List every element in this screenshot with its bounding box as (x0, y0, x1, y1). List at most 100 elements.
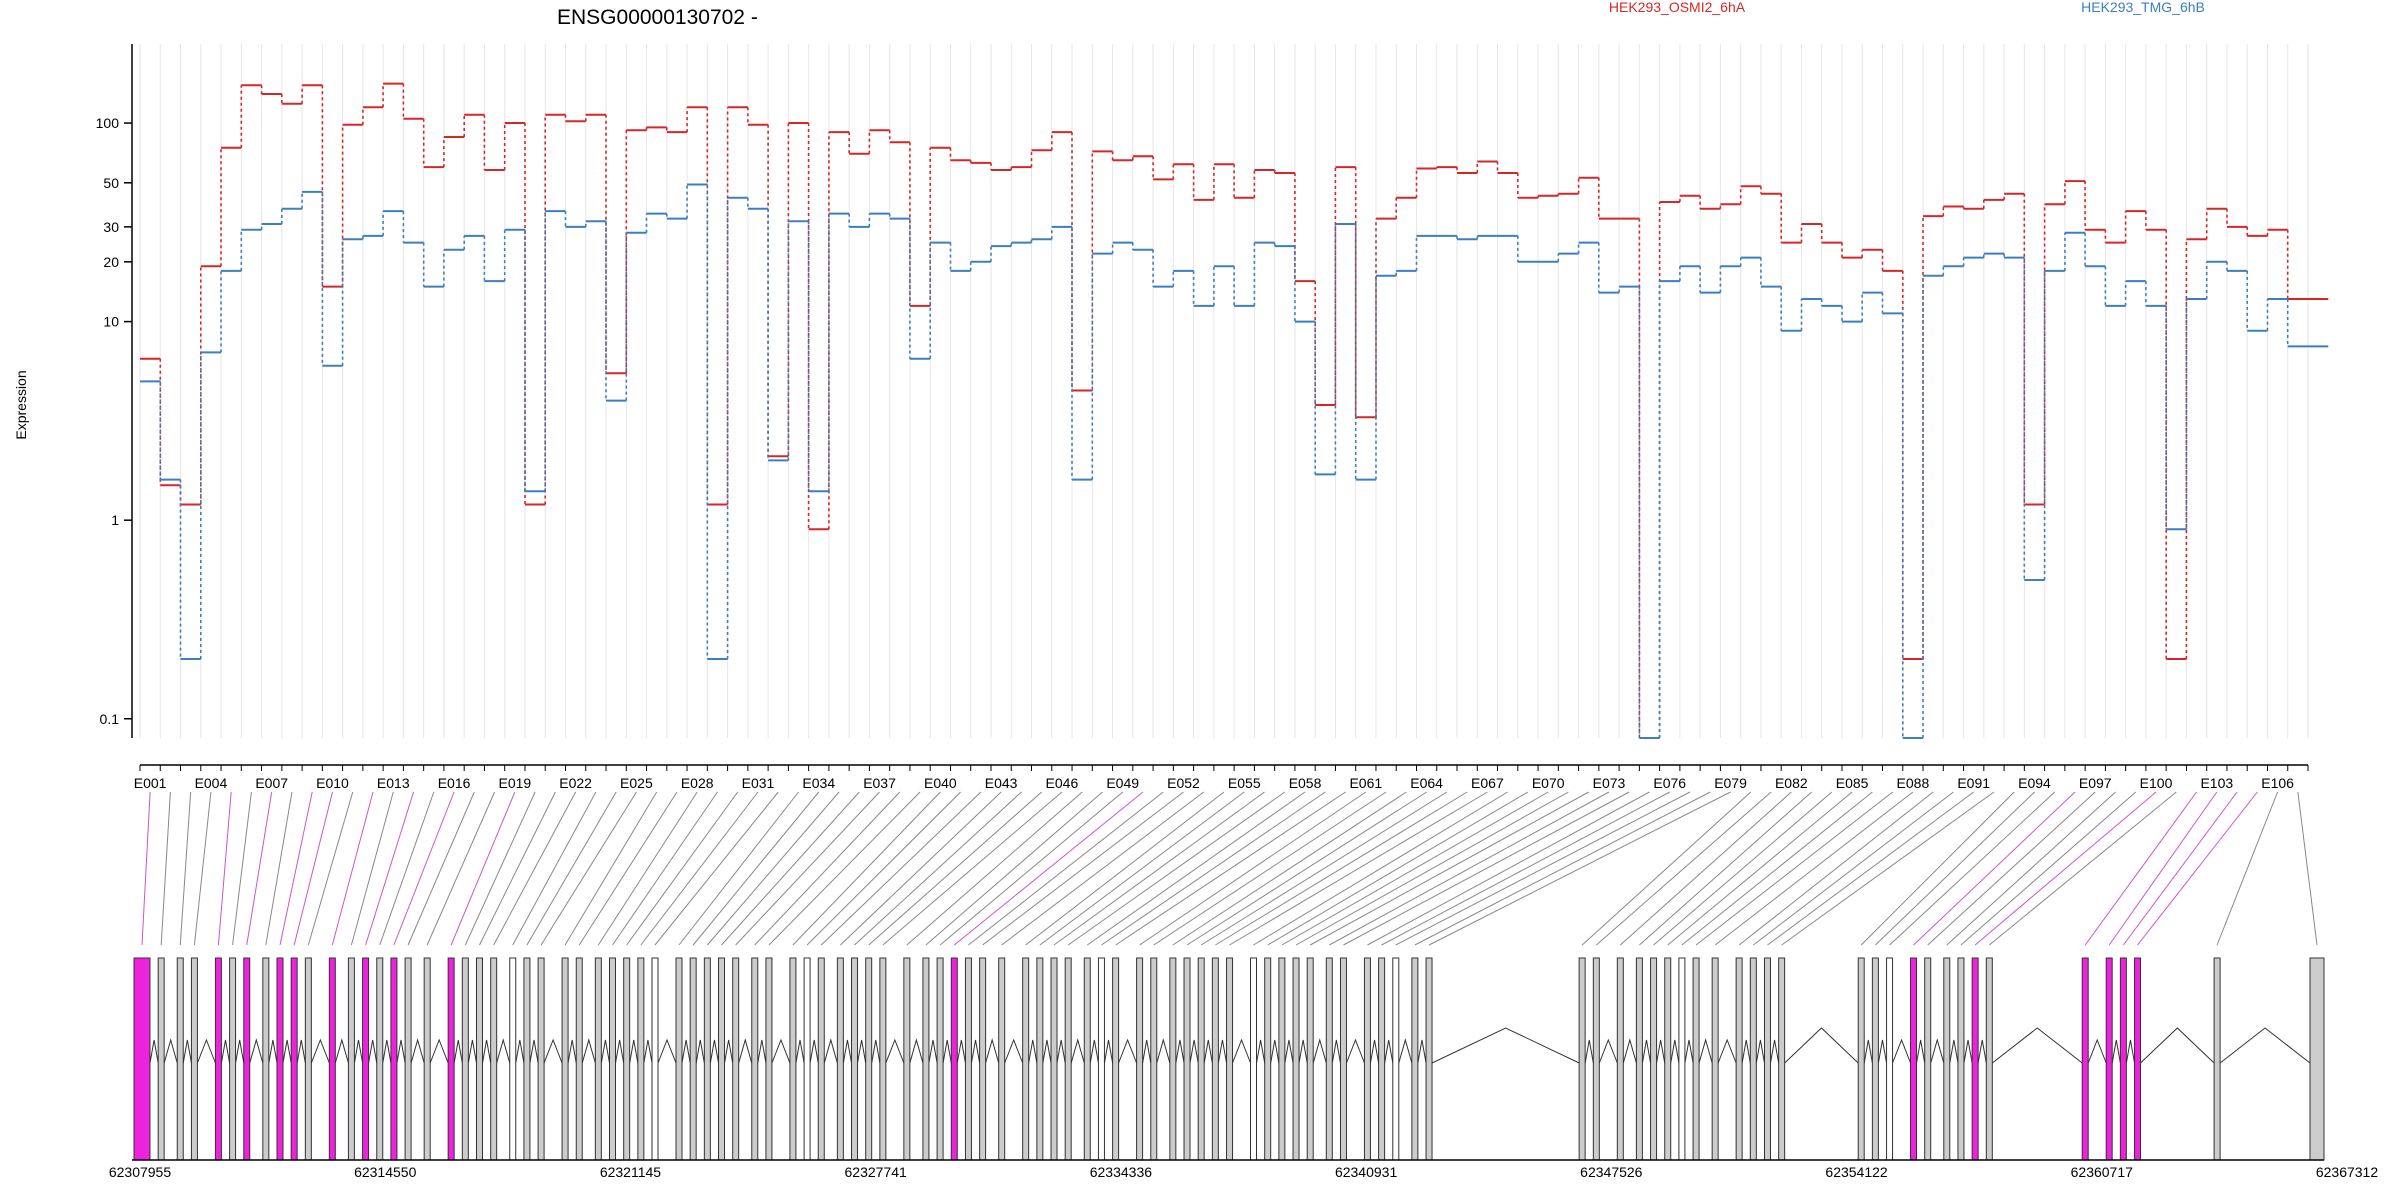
exon-connector (379, 791, 435, 946)
exon (1183, 957, 1191, 1161)
exon (803, 957, 811, 1161)
intron (1641, 1039, 1652, 1064)
intron (1284, 1039, 1294, 1064)
exon (523, 957, 531, 1161)
genomic-tick-label: 62314550 (354, 1164, 417, 1180)
intron (1892, 1038, 1912, 1064)
exon-connector (1153, 791, 1387, 946)
intron (1769, 1039, 1780, 1064)
intron (1863, 1039, 1873, 1064)
intron (196, 1038, 216, 1064)
intron (1004, 1038, 1024, 1064)
exon (1083, 957, 1091, 1161)
exon-connector (982, 791, 1184, 946)
exon (1292, 957, 1300, 1161)
x-tick-label: E058 (1289, 775, 1322, 791)
exon-connector (1267, 791, 1529, 946)
x-tick-label: E013 (377, 775, 410, 791)
x-tick-label: E028 (681, 775, 714, 791)
intron (282, 1039, 292, 1064)
exon (423, 957, 431, 1161)
intron (885, 1038, 905, 1064)
intron (709, 1039, 720, 1064)
exon (1692, 957, 1700, 1161)
exon (789, 957, 797, 1161)
intron (1298, 1039, 1308, 1064)
intron (1331, 1039, 1341, 1064)
exon (2213, 957, 2221, 1161)
x-tick-label: E022 (559, 775, 592, 791)
x-tick-label: E097 (2079, 775, 2112, 791)
exon-connector (393, 791, 455, 946)
intron (496, 1038, 511, 1064)
exon-connector (1988, 791, 2177, 946)
intron (1270, 1039, 1280, 1064)
exon (1411, 957, 1419, 1161)
exon (1635, 957, 1643, 1161)
exon-connector (840, 791, 1002, 946)
exon (1910, 957, 1918, 1161)
exon-connector (640, 791, 759, 946)
exon-connector (493, 791, 577, 946)
x-tick-label: E043 (985, 775, 1018, 791)
genomic-tick-label: 62307955 (109, 1164, 172, 1180)
x-tick-label: E046 (1046, 775, 1079, 791)
x-tick-label: E037 (863, 775, 896, 791)
intron (1684, 1039, 1694, 1064)
exon-connector (1172, 791, 1407, 946)
intron (467, 1039, 477, 1064)
exon (1278, 957, 1286, 1161)
genomic-tick-label: 62327741 (845, 1164, 908, 1180)
exon-connector (1229, 791, 1488, 946)
exon (1197, 957, 1205, 1161)
intron (310, 1038, 330, 1064)
exon (964, 957, 972, 1161)
intron (1042, 1039, 1052, 1064)
exon-connector (1667, 791, 1853, 946)
x-tick-label: E007 (255, 775, 288, 791)
exon-connector (1681, 791, 1873, 946)
y-tick-label: 30 (103, 219, 119, 235)
expression-lines (140, 82, 2329, 739)
x-tick-label: E103 (2200, 775, 2233, 791)
x-tick-label: E076 (1653, 775, 1686, 791)
exon-connector (1738, 791, 1934, 946)
intron (942, 1039, 952, 1064)
exon (243, 957, 251, 1161)
exon-connector (968, 791, 1164, 946)
exon (214, 957, 222, 1161)
exon-connector (564, 791, 658, 946)
exon (1325, 957, 1333, 1161)
intron (396, 1039, 406, 1064)
intron (1992, 1027, 2083, 1064)
exon (703, 957, 711, 1161)
series-2-transitions (159, 184, 2289, 738)
intron (657, 1038, 677, 1064)
exon-connector (854, 791, 1022, 946)
intron (1312, 1038, 1327, 1064)
intron (2087, 1038, 2107, 1064)
exon (1650, 957, 1658, 1161)
intron (1584, 1039, 1594, 1064)
x-tick-label: E052 (1167, 775, 1200, 791)
exon (2105, 957, 2113, 1161)
series-2-plateaus (140, 183, 2329, 739)
intron (1256, 1039, 1266, 1064)
exon (1064, 957, 1072, 1161)
exon (537, 957, 545, 1161)
series-2-line (140, 183, 2329, 739)
genomic-tick-label: 62354122 (1825, 1164, 1888, 1180)
exon-connector (1067, 791, 1286, 946)
exon (1226, 957, 1234, 1161)
intron (1656, 1039, 1666, 1064)
intron (842, 1039, 853, 1064)
exon-connector (265, 791, 293, 946)
intron (1056, 1039, 1066, 1064)
intron (149, 1039, 159, 1064)
exon-connector (1695, 791, 1893, 946)
exon (1050, 957, 1058, 1161)
intron (724, 1039, 734, 1064)
exon-connector (293, 791, 333, 946)
exon (1616, 957, 1624, 1161)
exon-connector (540, 791, 637, 946)
